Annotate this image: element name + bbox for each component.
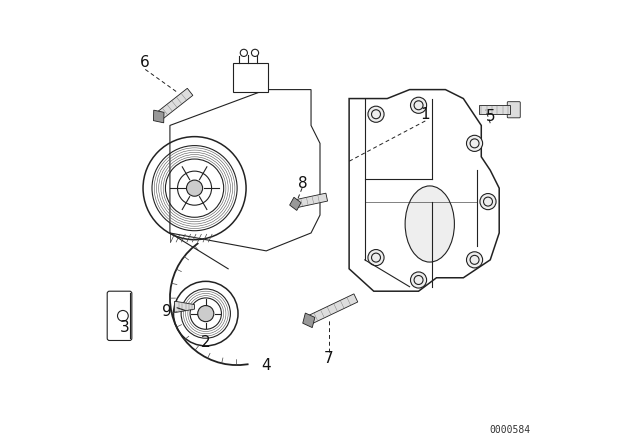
Polygon shape [290, 197, 301, 211]
Text: 1: 1 [420, 107, 430, 122]
FancyBboxPatch shape [508, 102, 520, 118]
Polygon shape [233, 63, 269, 92]
Circle shape [410, 272, 427, 288]
Circle shape [480, 194, 496, 210]
Polygon shape [156, 88, 193, 120]
Polygon shape [349, 90, 499, 291]
Text: 6: 6 [140, 55, 149, 70]
Circle shape [198, 306, 214, 322]
Text: 2: 2 [201, 335, 211, 350]
Circle shape [186, 180, 203, 196]
Polygon shape [479, 105, 511, 114]
Polygon shape [307, 294, 358, 324]
Text: 5: 5 [485, 109, 495, 124]
Polygon shape [154, 110, 164, 123]
Polygon shape [170, 90, 320, 251]
Text: 8: 8 [298, 176, 308, 191]
Circle shape [467, 252, 483, 268]
Circle shape [410, 97, 427, 113]
Text: 4: 4 [261, 358, 271, 373]
Polygon shape [174, 302, 195, 312]
Polygon shape [303, 313, 315, 327]
FancyBboxPatch shape [108, 291, 132, 340]
Ellipse shape [405, 186, 454, 262]
Circle shape [467, 135, 483, 151]
Polygon shape [294, 193, 328, 208]
Circle shape [368, 106, 384, 122]
Circle shape [368, 250, 384, 266]
Text: 3: 3 [120, 319, 130, 335]
Text: 9: 9 [162, 304, 172, 319]
Text: 7: 7 [324, 351, 334, 366]
Text: 0000584: 0000584 [490, 425, 531, 435]
